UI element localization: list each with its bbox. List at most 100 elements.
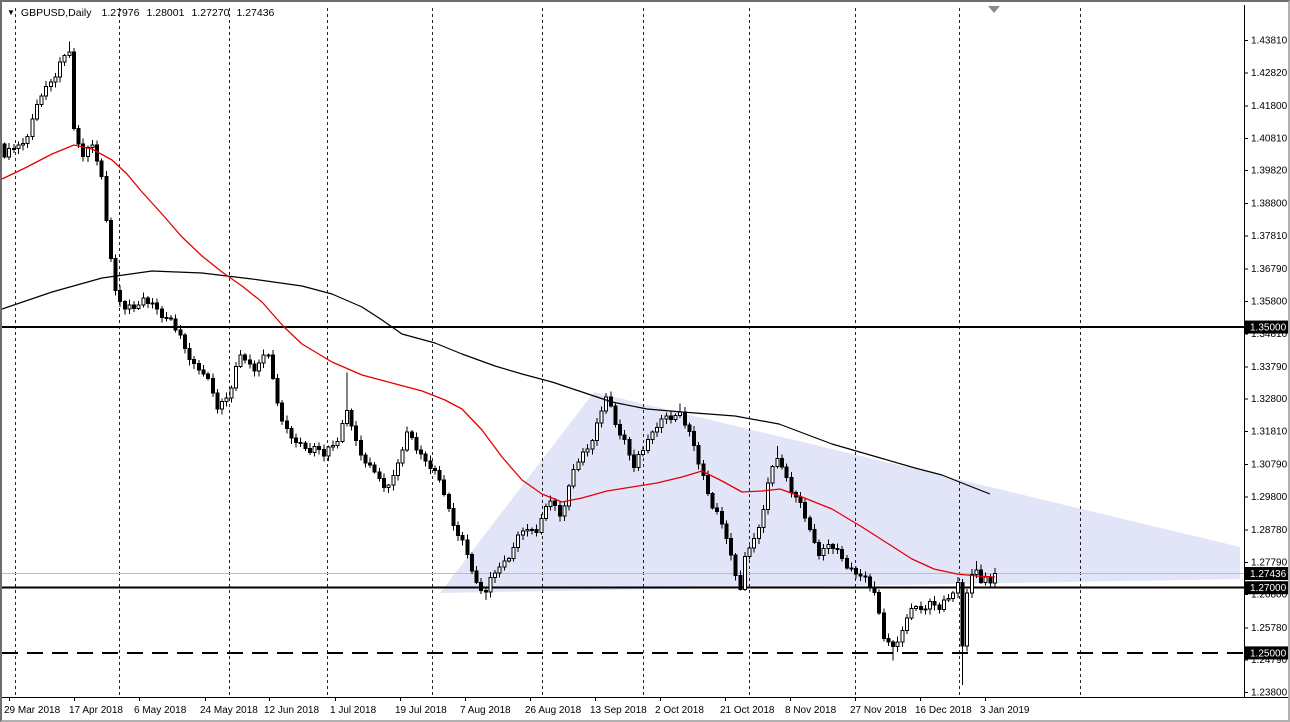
triangle-pattern-overlay[interactable] [440,392,1240,593]
highlighted-price-label: 1.27000 [1250,583,1287,594]
price-tick-label: 1.29800 [1251,492,1288,503]
candle [668,410,673,424]
candle [303,440,308,451]
candle [854,566,859,579]
price-tick-label: 1.42820 [1251,68,1288,79]
candle [261,349,266,369]
chart-plot-area[interactable] [2,7,1244,697]
candle [738,570,743,591]
candle [141,292,146,308]
candle [867,573,872,592]
time-axis[interactable] [2,698,1290,722]
candle [145,296,150,308]
price-tick-label: 1.26800 [1251,590,1288,601]
candle [169,315,174,321]
candle [747,545,752,560]
candle [16,141,21,154]
candle [733,552,738,581]
candle [955,577,960,598]
candle [456,521,461,542]
date-tick-label: 8 Nov 2018 [785,705,837,716]
date-tick-label: 17 Apr 2018 [69,705,123,716]
candle [960,579,965,686]
candle [280,400,285,426]
candle [90,139,95,154]
candle [2,142,7,159]
candle [664,412,669,425]
candle [187,343,192,366]
candle [48,78,53,92]
highlighted-price-label-box [1245,320,1288,334]
candle [405,426,410,453]
candle [155,298,160,315]
candle [701,459,706,481]
candle [530,527,535,535]
candle [460,531,465,546]
candle [344,372,349,427]
candle [497,562,502,578]
candle [516,531,521,552]
candle [766,477,771,515]
candle [488,572,493,598]
candle [71,47,76,131]
chart-shift-marker-icon[interactable] [988,6,1000,13]
candle [821,544,826,561]
candle [696,442,701,470]
highlighted-price-label-box [1245,567,1288,581]
candle [604,392,609,414]
candle [576,458,581,472]
candle [904,613,909,635]
candle [872,581,877,596]
candle [900,626,905,647]
price-tick-label: 1.33790 [1251,362,1288,373]
highlighted-price-label-box [1245,646,1288,660]
candle [877,589,882,615]
candle [243,352,248,364]
price-tick-label: 1.32800 [1251,394,1288,405]
price-tick-label: 1.41800 [1251,101,1288,112]
candle [756,524,761,544]
candle [622,430,627,445]
candle [479,578,484,594]
level-lines [2,326,1244,654]
date-tick-label: 6 May 2018 [134,705,187,716]
candle [266,353,271,359]
candle [724,520,729,544]
candle [44,80,49,101]
candle [210,373,215,397]
candle [414,432,419,454]
candle [270,350,275,380]
candle [567,483,572,511]
highlighted-price-label: 1.27436 [1250,569,1287,580]
price-axis-labels: 1.43810 1.42820 1.41800 1.40810 1.39820 1.388… [1244,36,1288,699]
date-tick-label: 26 Aug 2018 [525,705,582,716]
axis-frame [2,5,1288,698]
candle [386,483,391,493]
candle [710,491,715,510]
candle [761,505,766,533]
time-axis-labels: 29 Mar 2018 17 Apr 2018 6 May 2018 24 May 2… [4,697,1030,716]
date-tick-label: 29 Mar 2018 [4,705,61,716]
candle [817,539,822,560]
candle [62,54,67,67]
legend-low-value: 1.27270 [191,7,230,19]
candle [645,434,650,454]
candle [220,398,225,415]
candle [182,333,187,354]
candle [974,561,979,578]
candle [201,364,206,377]
candle [650,430,655,444]
candle [520,527,525,541]
candle [224,392,229,407]
candle [715,502,720,515]
candle [11,144,16,153]
candle [539,514,544,535]
candle [159,306,164,323]
candle [118,285,123,308]
candle [992,568,997,589]
candle [108,217,113,263]
price-axis[interactable] [1245,7,1290,697]
candle [719,507,724,529]
